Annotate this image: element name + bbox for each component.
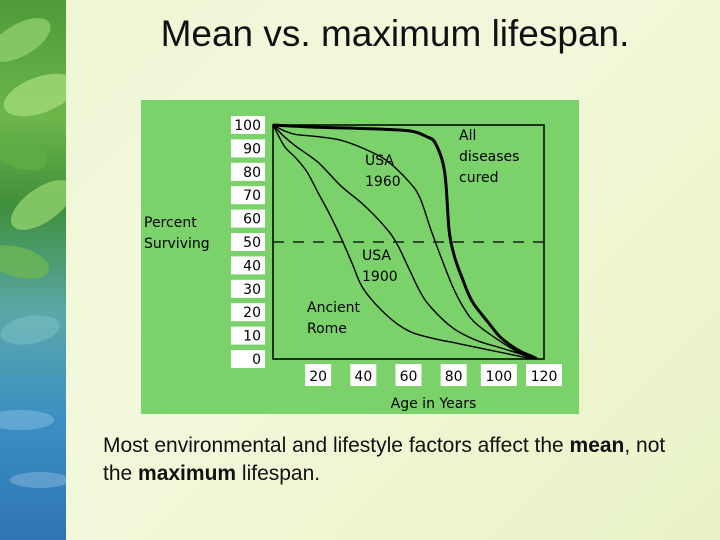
caption-bold-maximum: maximum xyxy=(138,462,237,485)
x-axis-label: Age in Years xyxy=(391,396,477,412)
slide-title: Mean vs. maximum lifespan. xyxy=(160,13,630,54)
ancient-rome-curve xyxy=(272,124,533,360)
y-tick-label: 40 xyxy=(243,258,261,274)
y-tick-box xyxy=(231,162,265,181)
y-axis-label-line: Surviving xyxy=(144,236,210,252)
y-tick-box xyxy=(231,326,265,345)
x-tick-box xyxy=(526,364,562,386)
y-axis-ticks: 0 10 20 30 40 50 60 70 80 90 100 xyxy=(231,116,265,368)
y-tick-box xyxy=(231,279,265,298)
leaf-pattern-graphic xyxy=(0,18,66,488)
x-tick-box xyxy=(440,364,467,386)
x-tick-label: 20 xyxy=(309,369,327,385)
y-tick-label: 20 xyxy=(243,305,261,321)
ancient-rome-label: Ancient xyxy=(307,300,361,316)
y-tick-box xyxy=(231,256,265,275)
ancient-rome-label: Rome xyxy=(307,321,347,337)
x-tick-label: 120 xyxy=(531,369,558,385)
usa-1960-label: 1960 xyxy=(365,174,401,190)
y-tick-label: 60 xyxy=(243,212,261,228)
x-tick-label: 60 xyxy=(400,369,418,385)
caption-bold-mean: mean xyxy=(569,434,625,457)
decorative-leaf-panel xyxy=(0,0,66,540)
y-tick-box xyxy=(231,116,265,134)
lifespan-survival-chart: Percent Surviving 0 10 20 30 40 50 60 70 80 90 100 … xyxy=(141,100,579,414)
y-tick-box xyxy=(231,233,265,251)
x-tick-label: 40 xyxy=(354,369,372,385)
usa-1900-label: USA xyxy=(362,248,391,264)
y-tick-label: 90 xyxy=(243,141,261,157)
all-diseases-cured-label: All xyxy=(459,128,476,144)
y-axis-label: Percent Surviving xyxy=(144,215,210,252)
y-tick-label: 80 xyxy=(243,165,261,181)
y-tick-box xyxy=(231,139,265,158)
y-tick-box xyxy=(231,303,265,322)
y-tick-label: 30 xyxy=(243,282,261,298)
x-tick-label: 80 xyxy=(445,369,463,385)
usa-1900-curve xyxy=(272,124,536,360)
x-tick-box xyxy=(305,364,332,386)
y-tick-box xyxy=(231,186,265,205)
usa-1900-label: 1900 xyxy=(362,269,398,285)
caption-text-2: , not the xyxy=(103,434,666,485)
caption-text-3: lifespan. xyxy=(236,462,321,485)
x-tick-label: 100 xyxy=(485,369,512,385)
all-diseases-cured-label: cured xyxy=(459,170,499,186)
x-tick-box xyxy=(350,364,377,386)
chart-background xyxy=(141,100,579,414)
y-axis-label-line: Percent xyxy=(144,215,197,231)
survival-curves xyxy=(272,123,538,361)
y-tick-box xyxy=(231,209,265,228)
x-axis-ticks: 20 40 60 80 100 120 xyxy=(305,364,562,386)
all-diseases-cured-curve xyxy=(272,123,538,361)
usa-1960-curve xyxy=(272,124,536,360)
y-tick-label: 10 xyxy=(243,329,261,345)
y-tick-box xyxy=(231,350,265,368)
y-tick-label: 100 xyxy=(234,118,261,134)
all-diseases-cured-label: diseases xyxy=(459,149,519,165)
x-tick-box xyxy=(395,364,422,386)
y-tick-label: 50 xyxy=(243,235,261,251)
usa-1960-label: USA xyxy=(365,153,394,169)
y-tick-label: 0 xyxy=(252,352,261,368)
slide-caption: Most environmental and lifestyle factors… xyxy=(103,432,683,488)
x-tick-box xyxy=(480,364,517,386)
caption-text-1: Most environmental and lifestyle factors… xyxy=(103,434,570,457)
y-tick-label: 70 xyxy=(243,188,261,204)
